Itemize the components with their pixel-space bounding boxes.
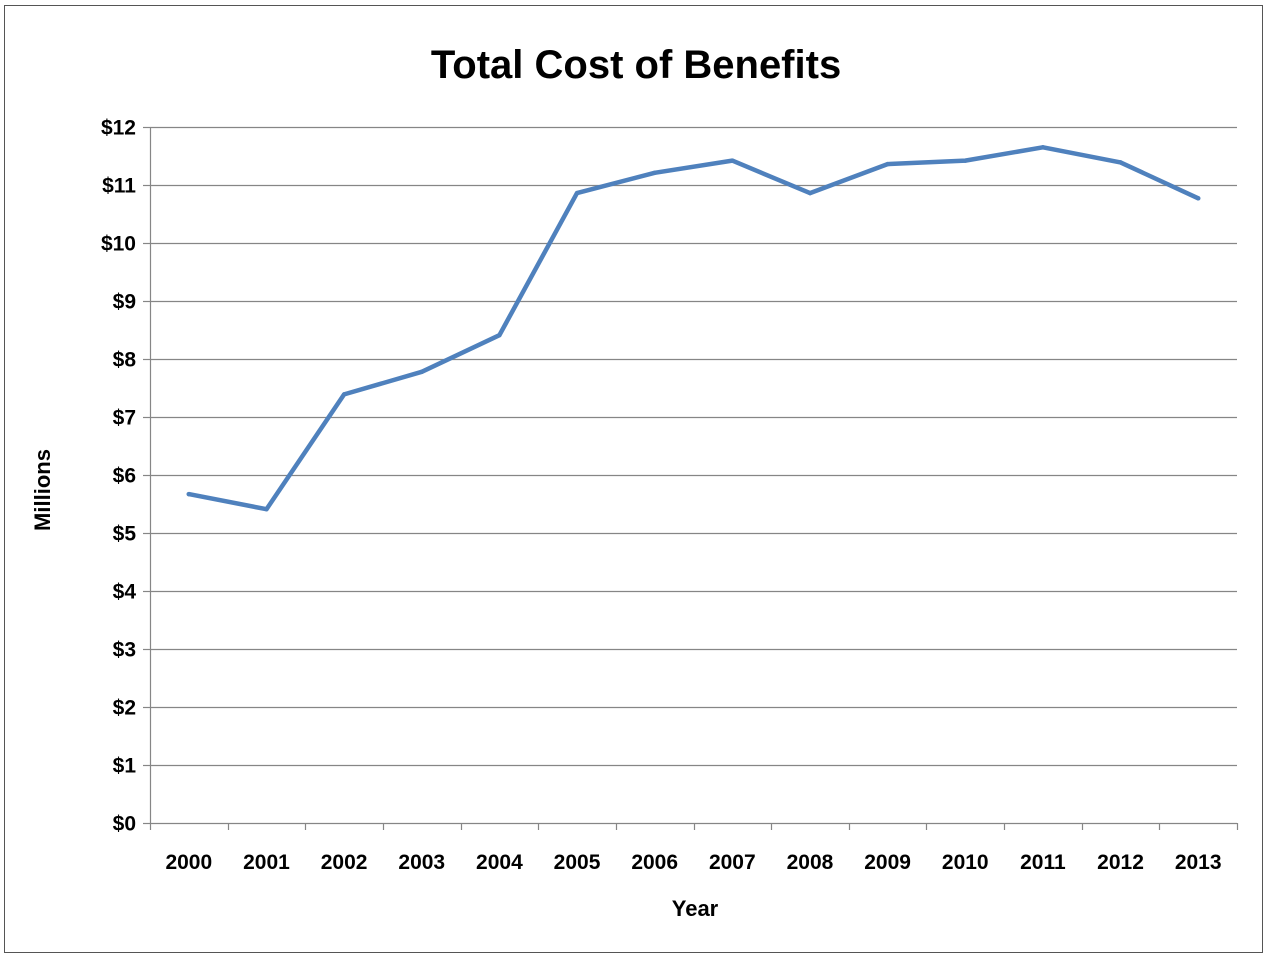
data-point — [574, 190, 580, 196]
x-tick-label: 2005 — [554, 851, 601, 874]
axes — [143, 126, 1239, 830]
data-point — [963, 158, 968, 163]
gridlines — [150, 126, 1237, 767]
x-tick-label: 2002 — [321, 851, 368, 874]
y-tick-label: $4 — [113, 581, 137, 604]
series-layer — [186, 145, 1201, 512]
y-tick-label: $5 — [113, 523, 137, 546]
x-tick-label: 2009 — [864, 851, 911, 874]
x-tick-label: 2010 — [942, 851, 989, 874]
data-point — [1195, 196, 1201, 201]
data-point — [730, 158, 735, 163]
x-tick-label: 2013 — [1175, 851, 1222, 874]
x-tick-label: 2000 — [165, 851, 212, 874]
y-tick-label: $1 — [113, 755, 137, 778]
data-point — [885, 161, 890, 167]
x-tick-label: 2004 — [476, 851, 523, 874]
chart-title: Total Cost of Benefits — [431, 43, 841, 87]
series-line — [186, 145, 1201, 512]
x-tick-label: 2011 — [1020, 851, 1066, 874]
x-tick-label: 2012 — [1097, 851, 1144, 874]
y-tick-label: $11 — [102, 175, 136, 198]
y-axis-title: Millions — [30, 449, 55, 531]
x-tick-label: 2008 — [787, 851, 834, 874]
y-tick-label: $12 — [101, 117, 136, 140]
data-point — [1040, 145, 1046, 150]
y-tick-label: $9 — [113, 291, 136, 314]
x-axis-title: Year — [672, 896, 719, 921]
x-tick-label: 2006 — [631, 851, 678, 874]
data-point — [807, 190, 813, 196]
x-tick-label: 2007 — [709, 851, 756, 874]
tick-labels: $0 $1 $2 $3 $4 $5 $6 $7 $8 $9 $10 $11 $12 2000 2001 200… — [101, 117, 1222, 875]
data-point — [1118, 160, 1123, 165]
data-point — [652, 170, 657, 176]
y-tick-label: $8 — [113, 349, 137, 372]
y-tick-label: $6 — [113, 465, 136, 488]
y-tick-label: $10 — [101, 233, 136, 256]
data-point — [341, 392, 347, 397]
y-tick-label: $3 — [113, 639, 136, 662]
y-tick-label: $2 — [113, 697, 136, 720]
data-point — [497, 333, 502, 338]
x-tick-label: 2003 — [398, 851, 445, 874]
data-point — [264, 507, 269, 512]
y-tick-label: $7 — [113, 407, 136, 430]
y-tick-label: $0 — [113, 813, 136, 836]
data-point — [186, 491, 192, 497]
data-point — [419, 369, 424, 374]
x-tick-label: 2001 — [243, 851, 290, 874]
chart-frame — [4, 5, 1263, 953]
